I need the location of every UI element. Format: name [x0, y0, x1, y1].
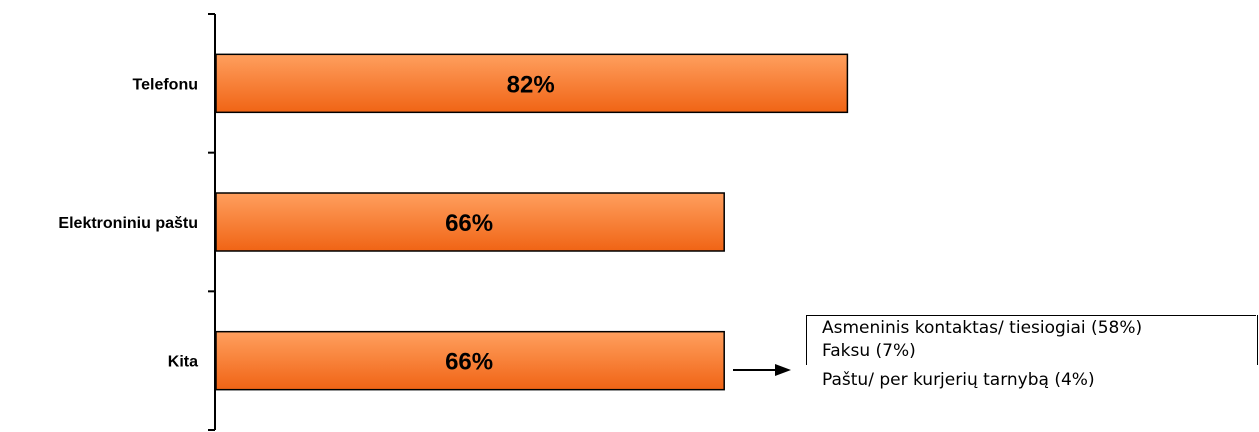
bar-2: [215, 330, 725, 391]
callout-line-1: Asmeninis kontaktas/ tiesiogiai (58%): [822, 318, 1143, 338]
bar-1: [215, 192, 725, 252]
callout-box: [806, 315, 1256, 365]
category-label: Telefonu: [133, 76, 198, 93]
category-label: Kita: [168, 354, 198, 371]
data-label: 66%: [445, 210, 493, 237]
data-label: 66%: [445, 349, 493, 376]
data-label: 82%: [507, 71, 555, 98]
callout-line-3: Paštu/ per kurjerių tarnybą (4%): [822, 370, 1095, 390]
bar-0: [215, 53, 849, 114]
arrow-head-icon: [775, 364, 791, 376]
callout-box-border: [1257, 315, 1258, 365]
callout-line-2: Faksu (7%): [822, 341, 916, 361]
category-label: Elektroniniu paštu: [58, 215, 198, 232]
